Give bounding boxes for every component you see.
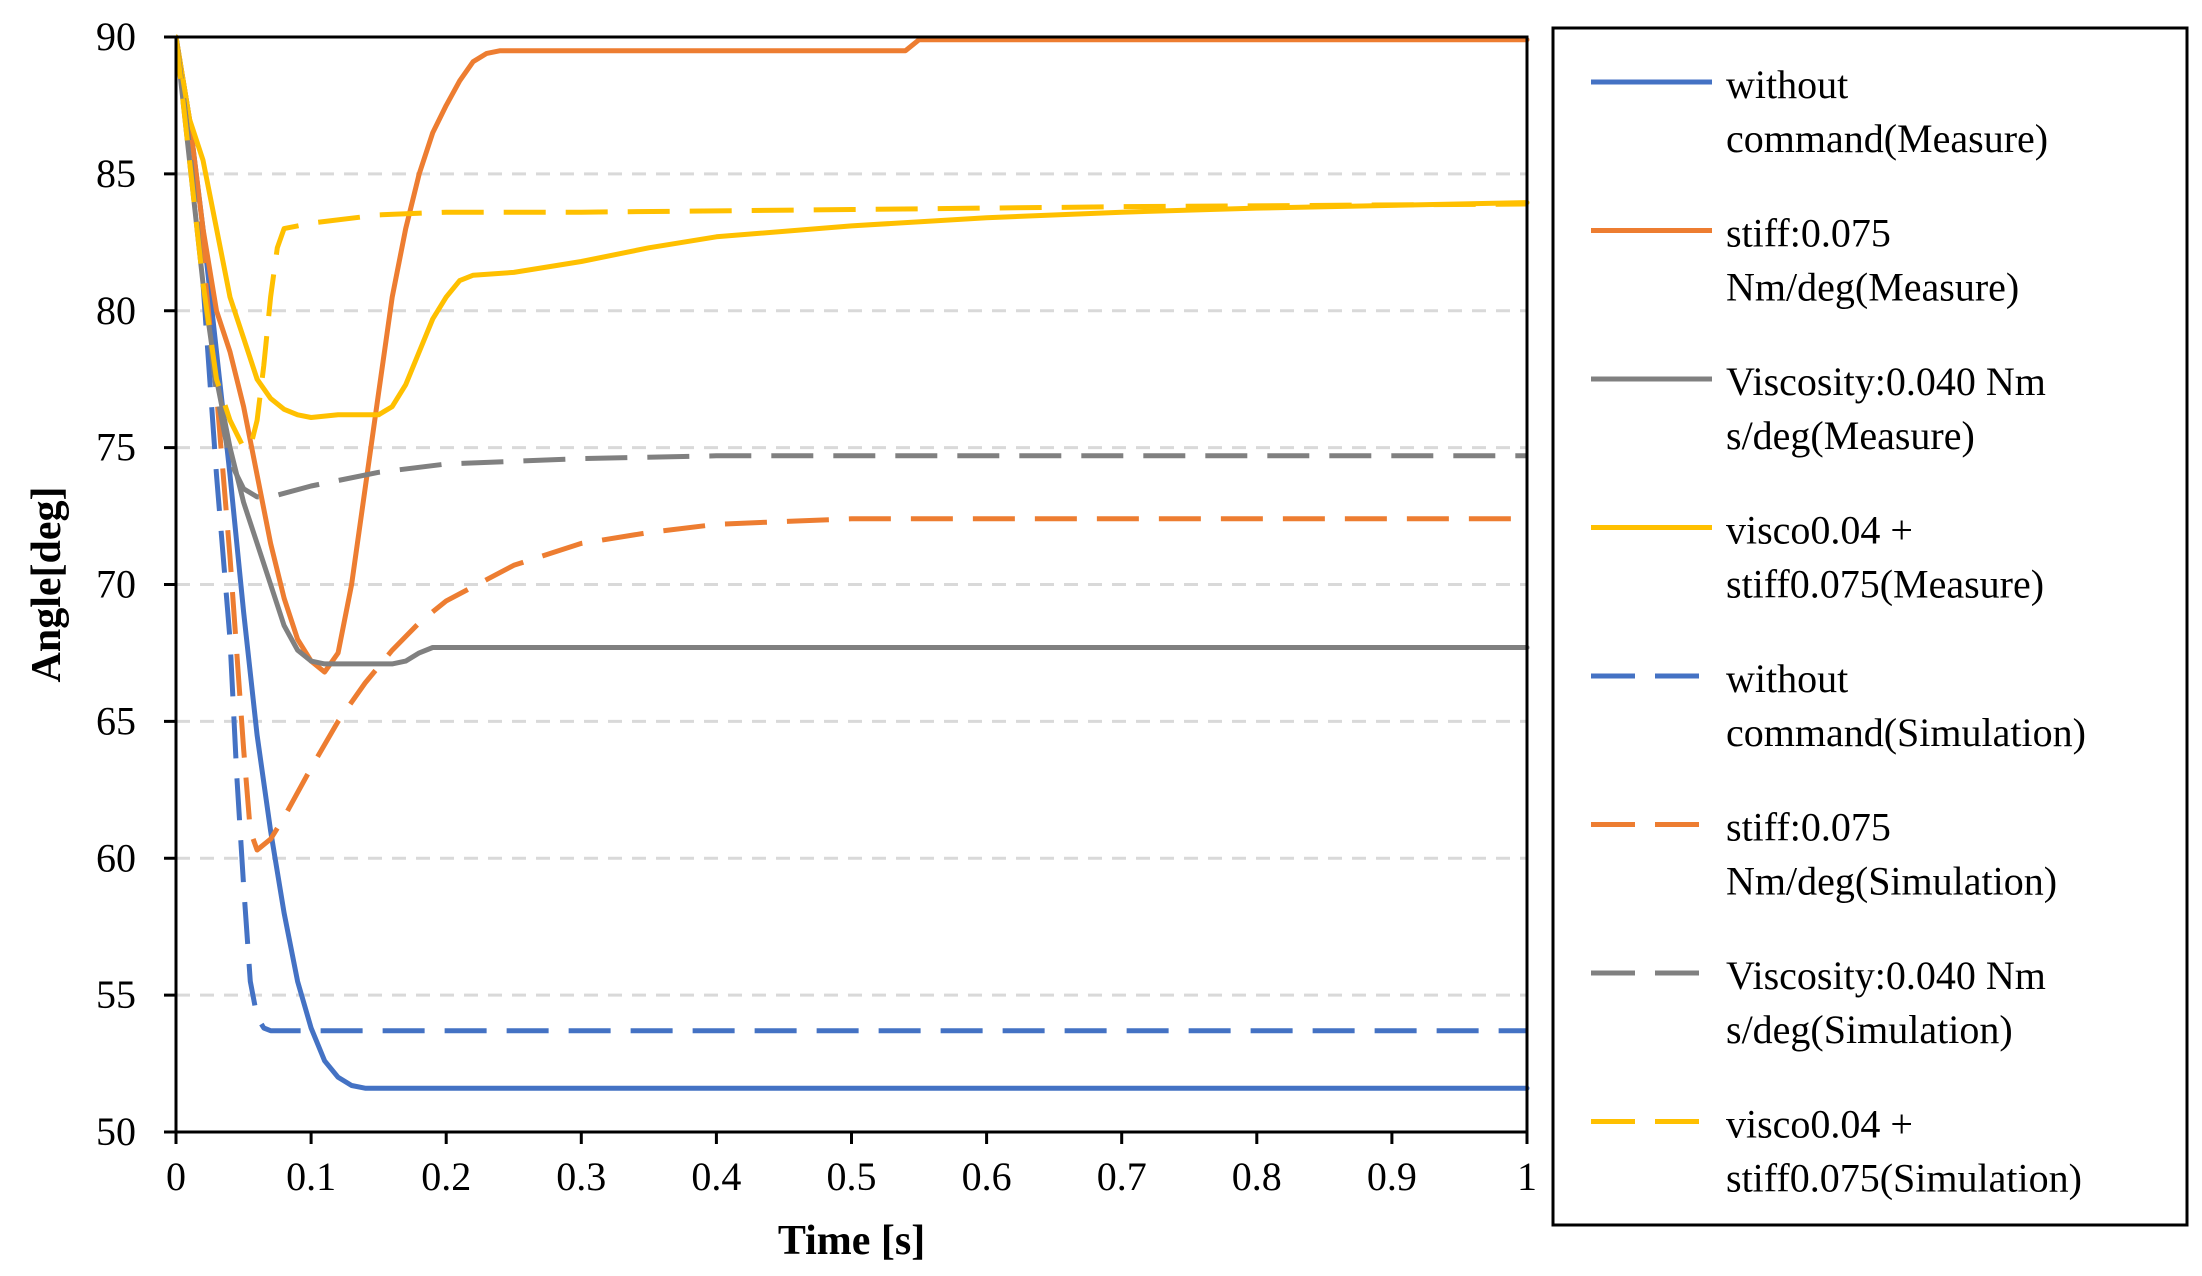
legend-label-2: stiff:0.075 Nm/deg(Measure): [1726, 211, 2019, 310]
series-line-1: [176, 34, 1530, 1091]
y-tick-label-8: 90: [96, 14, 136, 59]
legend-label-7: Viscosity:0.040 Nm s/deg(Simulation): [1726, 953, 2046, 1052]
x-tick-label-10: 1: [1517, 1154, 1537, 1199]
y-tick-label-7: 85: [96, 151, 136, 196]
y-tick-label-6: 80: [96, 288, 136, 333]
y-tick-label-2: 60: [96, 835, 136, 880]
y-axis-title: Angle[deg]: [24, 487, 70, 683]
tick-labels: 0 0.1 0.2 0.3 0.4 0.5 0.6 0.7 0.8 0.9 1 50 55 60 65 70 7…: [96, 14, 1537, 1199]
x-tick-label-3: 0.3: [556, 1154, 606, 1199]
legend-label-1: without command(Measure): [1726, 62, 2048, 161]
gridlines: [176, 172, 1527, 997]
series-line-6: [176, 36, 1527, 853]
legend-label-6: stiff:0.075 Nm/deg(Simulation): [1726, 805, 2057, 904]
series-line-4: [176, 34, 1530, 420]
y-tick-label-4: 70: [96, 562, 136, 607]
x-tick-label-9: 0.9: [1367, 1154, 1417, 1199]
x-tick-label-0: 0: [166, 1154, 186, 1199]
x-tick-label-2: 0.2: [421, 1154, 471, 1199]
x-tick-label-4: 0.4: [691, 1154, 741, 1199]
legend-label-8: visco0.04 + stiff0.075(Simulation): [1726, 1102, 2082, 1201]
plot-series: [176, 34, 1530, 1091]
series-line-7: [176, 36, 1527, 500]
y-tick-label-1: 55: [96, 972, 136, 1017]
legend-label-4: visco0.04 + stiff0.075(Measure): [1726, 508, 2044, 607]
y-tick-label-0: 50: [96, 1109, 136, 1154]
y-tick-label-5: 75: [96, 425, 136, 470]
x-tick-label-6: 0.6: [962, 1154, 1012, 1199]
y-tick-label-3: 65: [96, 698, 136, 743]
x-tick-label-5: 0.5: [827, 1154, 877, 1199]
x-tick-label-7: 0.7: [1097, 1154, 1147, 1199]
x-tick-label-8: 0.8: [1232, 1154, 1282, 1199]
series-line-8: [176, 36, 1528, 451]
series-line-2: [176, 34, 1530, 675]
legend-label-5: without command(Simulation): [1726, 656, 2086, 755]
legend-label-3: Viscosity:0.040 Nm s/deg(Measure): [1726, 359, 2046, 458]
series-line-3: [176, 34, 1530, 667]
legend-box: [1551, 26, 2189, 1227]
x-tick-label-1: 0.1: [286, 1154, 336, 1199]
x-axis-title: Time [s]: [778, 1218, 925, 1264]
legend: without command(Measure) stiff:0.075 Nm/deg…: [1551, 26, 2189, 1227]
axes: [164, 35, 1529, 1144]
